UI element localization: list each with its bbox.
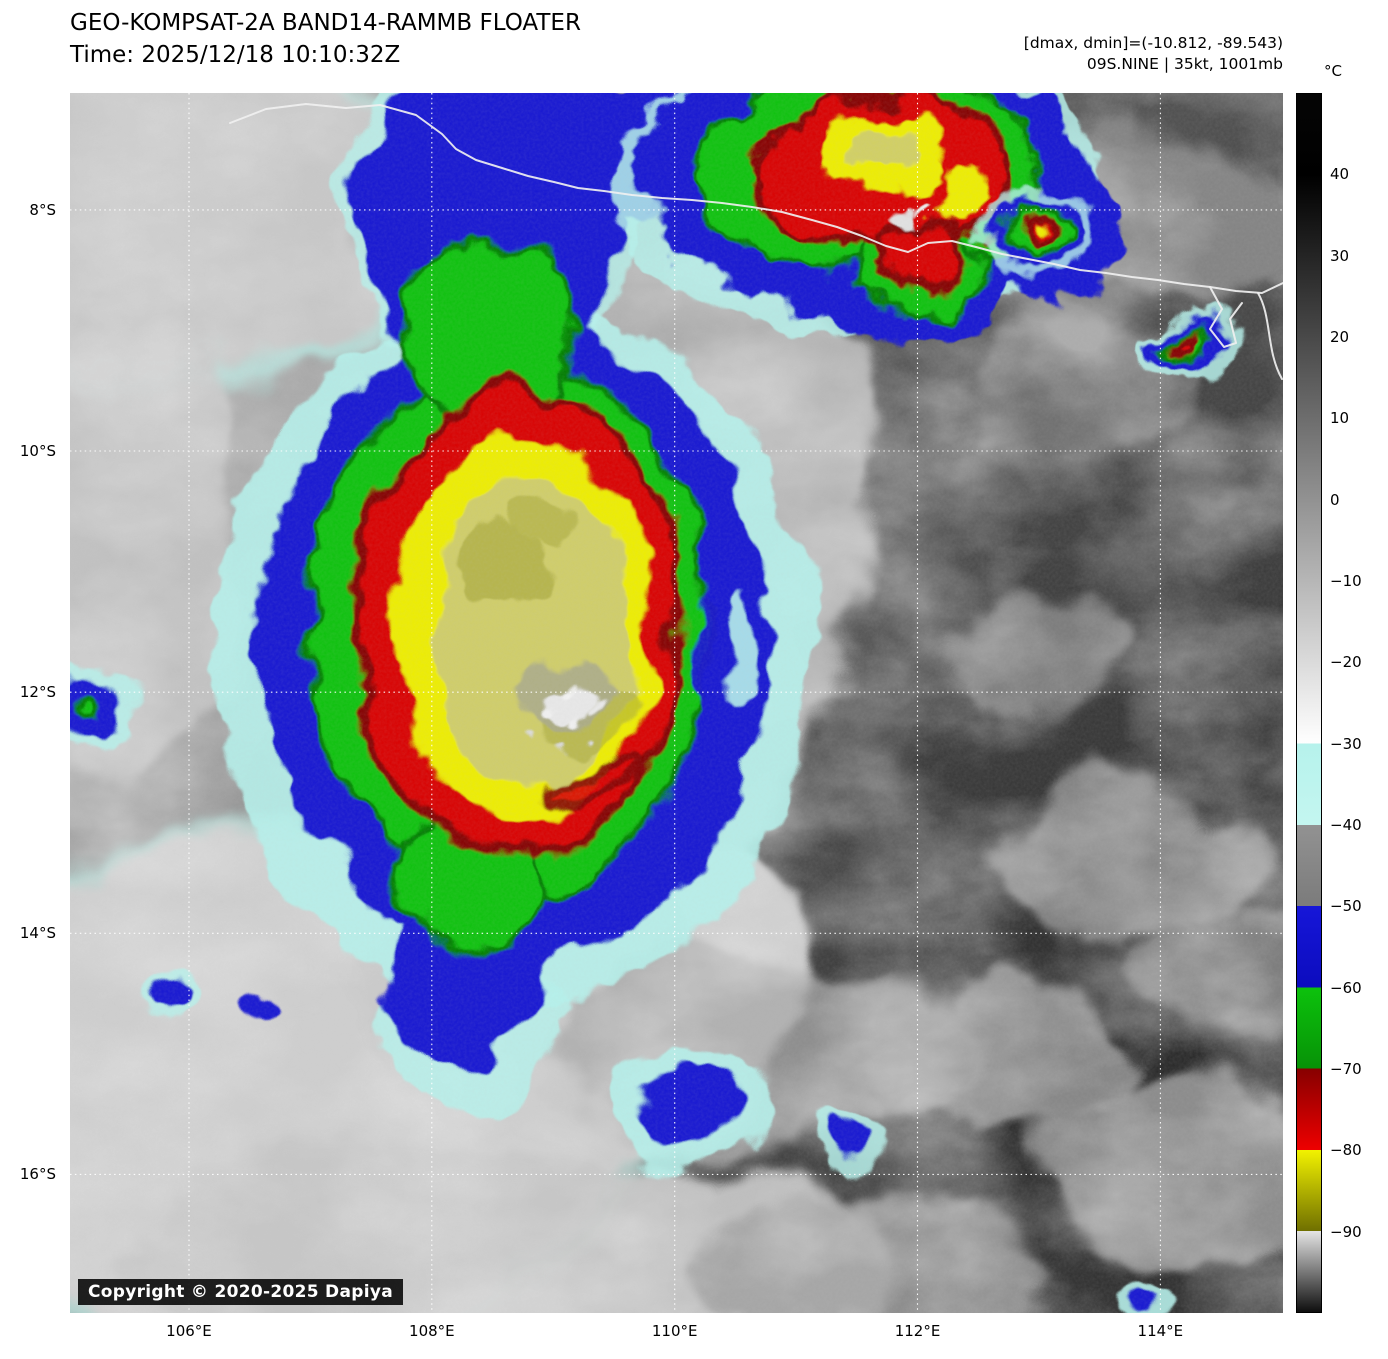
colorbar-tick-label: −10 (1330, 572, 1362, 590)
graticule (70, 93, 1283, 1313)
colorbar-tick-label: −20 (1330, 653, 1362, 672)
lon-tick-label: 114°E (1137, 1322, 1184, 1340)
colorbar-tick-label: 20 (1330, 328, 1350, 346)
colorbar-tick-label: 0 (1330, 490, 1340, 509)
product-title: GEO-KOMPSAT-2A BAND14-RAMMB FLOATER (70, 10, 581, 36)
colorbar-unit-label: °C (1324, 62, 1342, 80)
colorbar-tick-label: −50 (1330, 897, 1362, 916)
colorbar-tick-label: −30 (1330, 734, 1362, 753)
image-grain (70, 93, 1283, 1313)
lon-tick-label: 112°E (894, 1322, 941, 1340)
lon-tick-label: 108°E (409, 1322, 455, 1340)
latitude-axis: 8°S 10°S 12°S 14°S 16°S (0, 93, 62, 1313)
colorbar-tick-label: −40 (1330, 816, 1362, 834)
header-readouts: [dmax, dmin]=(-10.812, -89.543) 09S.NINE… (1024, 33, 1283, 75)
colorbar-tick-label: −90 (1330, 1222, 1362, 1241)
copyright-badge: Copyright © 2020-2025 Dapiya (78, 1279, 403, 1305)
lat-tick-label: 12°S (19, 683, 56, 702)
lon-tick-label: 106°E (166, 1322, 212, 1340)
lat-tick-label: 14°S (19, 924, 56, 943)
lon-tick-label: 110°E (651, 1322, 698, 1340)
storm-info-readout: 09S.NINE | 35kt, 1001mb (1086, 55, 1283, 73)
colorbar-tick-labels: 40 30 20 10 0 −10 −20 −30 −40 −50 −60 −70 −80 −90 (1330, 93, 1386, 1313)
colorbar-tick-label: −70 (1330, 1060, 1362, 1078)
colorbar-tick-label: −80 (1330, 1141, 1362, 1160)
colorbar-tick-label: 30 (1330, 246, 1350, 265)
dmax-dmin-readout: [dmax, dmin]=(-10.812, -89.543) (1023, 34, 1283, 52)
satellite-scene (70, 93, 1283, 1313)
colorbar-tick-label: 40 (1330, 165, 1350, 184)
colorbar-tick-label: −60 (1330, 978, 1362, 997)
longitude-axis: 106°E 108°E 110°E 112°E 114°E (70, 1322, 1283, 1346)
satellite-image: Copyright © 2020-2025 Dapiya (70, 93, 1283, 1313)
colorbar-strip (1296, 93, 1322, 1313)
colorbar (1296, 93, 1322, 1313)
coastline (229, 103, 1283, 380)
product-timestamp: Time: 2025/12/18 10:10:32Z (70, 42, 401, 68)
colorbar-tick-label: 10 (1330, 409, 1350, 428)
lat-tick-label: 8°S (29, 200, 56, 219)
lat-tick-label: 16°S (19, 1165, 56, 1184)
lat-tick-label: 10°S (19, 442, 56, 461)
